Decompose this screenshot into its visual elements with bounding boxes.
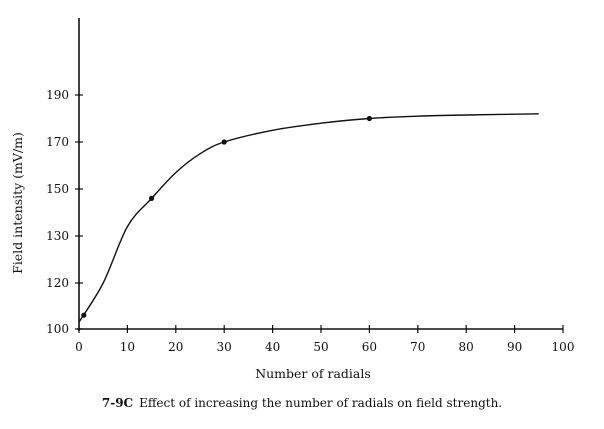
data-point	[149, 195, 155, 201]
y-axis-title: Field intensity (mV/m)	[10, 132, 25, 274]
x-tick-label: 20	[168, 340, 183, 354]
data-points	[81, 115, 372, 318]
y-axis-ticks: 100 120 130 150 170 190	[46, 88, 83, 336]
x-tick-label: 80	[459, 340, 474, 354]
axes	[77, 18, 563, 331]
x-tick-label: 10	[120, 340, 135, 354]
x-tick-label: 100	[552, 340, 575, 354]
x-axis-title: Number of radials	[255, 366, 371, 381]
x-tick-label: 60	[362, 340, 377, 354]
figure-number: 7-9C	[101, 396, 134, 410]
x-axis-ticks: 0 10 20 30 40 50 60 70 80 90 100	[75, 325, 574, 354]
caption-text: Effect of increasing the number of radia…	[139, 396, 503, 410]
data-point	[81, 312, 87, 318]
y-tick-label: 150	[46, 182, 69, 196]
x-tick-label: 0	[75, 340, 83, 354]
figure-caption: 7-9C Effect of increasing the number of r…	[0, 396, 604, 410]
data-point	[366, 115, 372, 122]
x-tick-label: 90	[507, 340, 522, 354]
chart: 0 10 20 30 40 50 60 70 80 90 100 100 120 130 150 170 19…	[10, 18, 574, 381]
y-tick-label: 100	[46, 322, 69, 336]
data-point	[221, 139, 227, 145]
series-curve	[78, 113, 539, 323]
y-tick-label: 190	[46, 88, 69, 102]
y-tick-label: 130	[46, 229, 69, 243]
x-tick-label: 40	[265, 340, 280, 354]
x-tick-label: 70	[410, 340, 425, 354]
x-tick-label: 30	[217, 340, 232, 354]
x-tick-label: 50	[313, 340, 328, 354]
y-tick-label: 120	[46, 276, 69, 290]
y-tick-label: 170	[46, 135, 69, 149]
